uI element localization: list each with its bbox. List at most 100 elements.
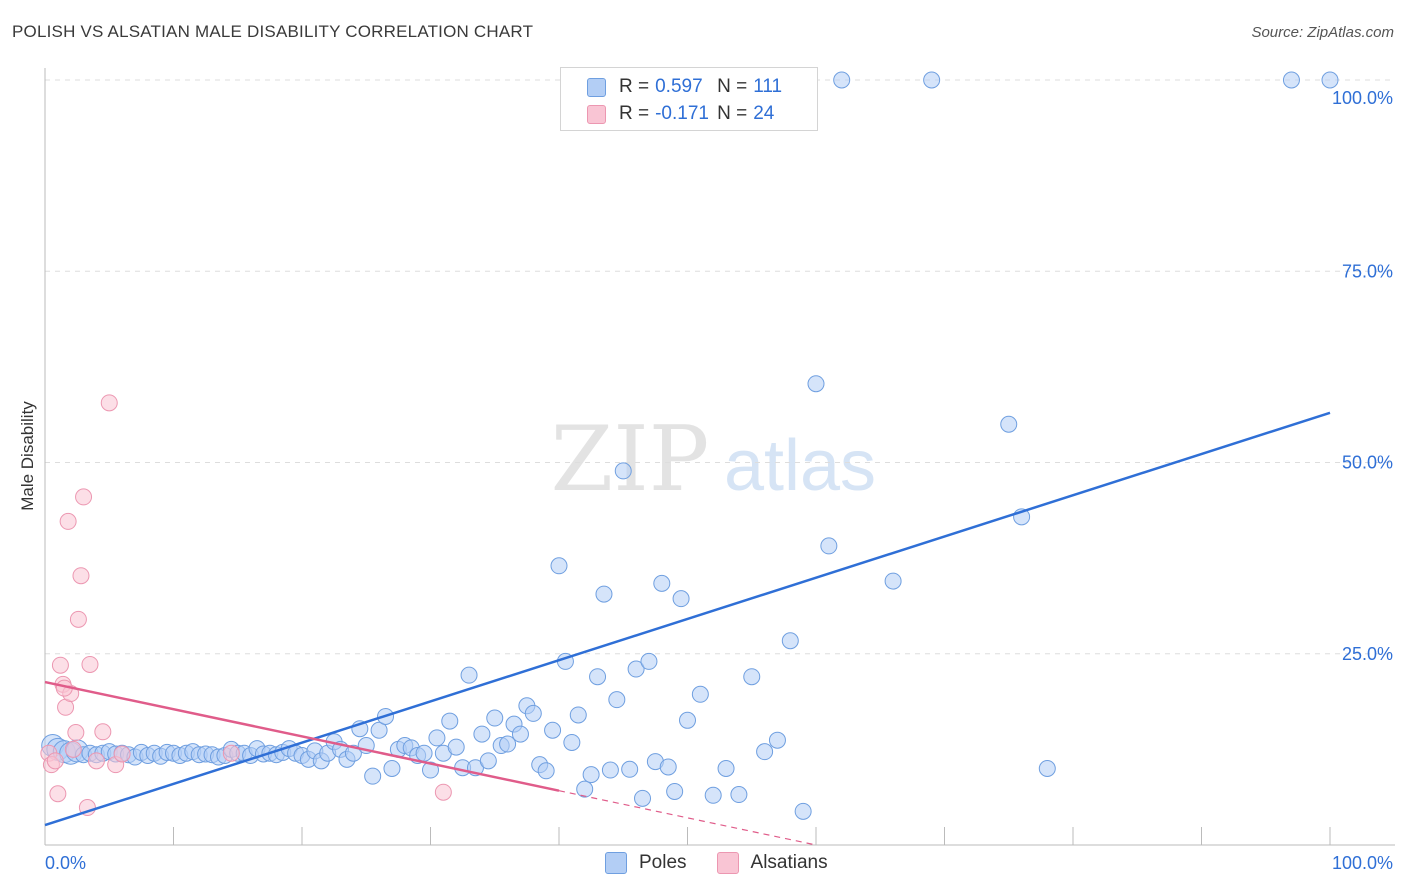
alsatians-point xyxy=(94,723,112,741)
poles-point xyxy=(794,802,812,820)
poles-point xyxy=(370,721,388,739)
alsatians-point xyxy=(51,656,69,674)
alsatians-point xyxy=(59,512,77,530)
alsatians-point xyxy=(81,655,99,673)
poles-point xyxy=(479,752,497,770)
poles-point xyxy=(659,758,677,776)
poles-trend-line xyxy=(44,411,1331,827)
legend-swatch-pink xyxy=(587,104,606,124)
poles-point xyxy=(1000,415,1018,433)
poles-point xyxy=(537,762,555,780)
poles-point xyxy=(544,721,562,739)
poles-point xyxy=(679,711,696,729)
poles-point xyxy=(807,375,825,393)
poles-point xyxy=(691,685,709,703)
poles-point xyxy=(511,725,529,743)
y-tick-label: 75.0% xyxy=(1342,261,1393,281)
alsatians-point xyxy=(72,567,90,585)
legend-r-label: R = xyxy=(619,103,650,124)
legend-row-poles: R = 0.597 N = 111 xyxy=(587,75,782,99)
alsatians-point xyxy=(222,744,240,762)
watermark-zip: ZIP xyxy=(551,407,710,512)
poles-point xyxy=(781,632,799,650)
alsatians-label: Alsatians xyxy=(750,852,828,873)
poles-label: Poles xyxy=(639,852,687,873)
alsatians-point xyxy=(67,724,85,742)
y-tick-label: 25.0% xyxy=(1342,644,1393,664)
poles-point xyxy=(441,712,459,730)
poles-point xyxy=(743,668,761,686)
poles-point xyxy=(428,729,446,747)
legend-r-value: -0.171 xyxy=(655,103,709,124)
watermark-atlas: atlas xyxy=(724,426,876,506)
alsatians-point xyxy=(113,745,131,763)
legend-row-alsatians: R = -0.171 N = 24 xyxy=(587,102,774,126)
poles-point xyxy=(383,760,401,777)
poles-point xyxy=(730,786,748,804)
chart-title: POLISH VS ALSATIAN MALE DISABILITY CORRE… xyxy=(12,22,534,41)
poles-point xyxy=(422,761,439,779)
poles-point xyxy=(666,782,684,800)
poles-point xyxy=(595,585,613,603)
poles-point xyxy=(672,590,690,608)
poles-point xyxy=(486,709,504,727)
poles-point xyxy=(569,706,587,724)
alsatians-point xyxy=(434,783,452,801)
alsatians-point xyxy=(46,752,64,770)
x-tick-label: 0.0% xyxy=(45,853,86,873)
poles-point xyxy=(756,743,774,761)
poles-point xyxy=(704,786,722,804)
series-legend: Poles Alsatians xyxy=(605,852,858,874)
poles-point xyxy=(640,652,658,670)
legend-n-label: N = xyxy=(717,103,748,124)
poles-point xyxy=(1321,71,1339,89)
legend-r-label: R = xyxy=(619,76,650,97)
poles-point xyxy=(923,71,941,89)
poles-point xyxy=(447,738,465,756)
alsatians-point xyxy=(49,785,67,803)
poles-point xyxy=(717,760,735,777)
poles-point xyxy=(576,780,594,798)
poles-point xyxy=(614,462,632,480)
alsatians-point xyxy=(69,610,87,628)
poles-point xyxy=(589,668,607,686)
legend-n-value: 24 xyxy=(753,103,775,124)
series-legend-alsatians[interactable]: Alsatians xyxy=(716,852,828,874)
y-tick-label: 50.0% xyxy=(1342,453,1393,473)
poles-point xyxy=(364,767,382,785)
poles-point xyxy=(1282,71,1300,89)
legend-r-value: 0.597 xyxy=(655,76,703,97)
y-tick-label: 100.0% xyxy=(1332,88,1393,108)
poles-point xyxy=(608,691,626,709)
poles-point xyxy=(634,789,652,807)
poles-point xyxy=(627,660,645,678)
legend-n-label: N = xyxy=(717,76,748,97)
legend-n-value: 111 xyxy=(753,76,783,97)
poles-point xyxy=(653,574,671,592)
correlation-legend: R = 0.597 N = 111 R = -0.171 N = 24 xyxy=(560,67,818,131)
source-credit: Source: ZipAtlas.com xyxy=(1251,24,1394,41)
poles-point xyxy=(582,766,600,784)
legend-swatch-blue xyxy=(587,77,606,97)
poles-point xyxy=(473,725,491,743)
poles-point xyxy=(768,731,786,749)
poles-point xyxy=(415,744,433,762)
poles-point xyxy=(601,761,619,779)
poles-point xyxy=(1038,760,1056,777)
poles-point xyxy=(563,733,581,751)
alsatians-point xyxy=(75,488,93,506)
poles-point xyxy=(884,572,902,590)
series-legend-poles[interactable]: Poles xyxy=(605,852,687,874)
poles-point xyxy=(460,666,478,684)
poles-point xyxy=(621,760,639,778)
poles-point xyxy=(499,735,517,753)
alsatians-trend-line xyxy=(44,680,560,792)
alsatians-swatch xyxy=(716,852,739,874)
alsatians-point xyxy=(100,394,118,412)
poles-swatch xyxy=(605,852,627,874)
x-tick-label: 100.0% xyxy=(1332,853,1393,873)
alsatians-point xyxy=(64,740,82,758)
poles-point xyxy=(820,537,838,555)
alsatians-point xyxy=(87,752,105,770)
